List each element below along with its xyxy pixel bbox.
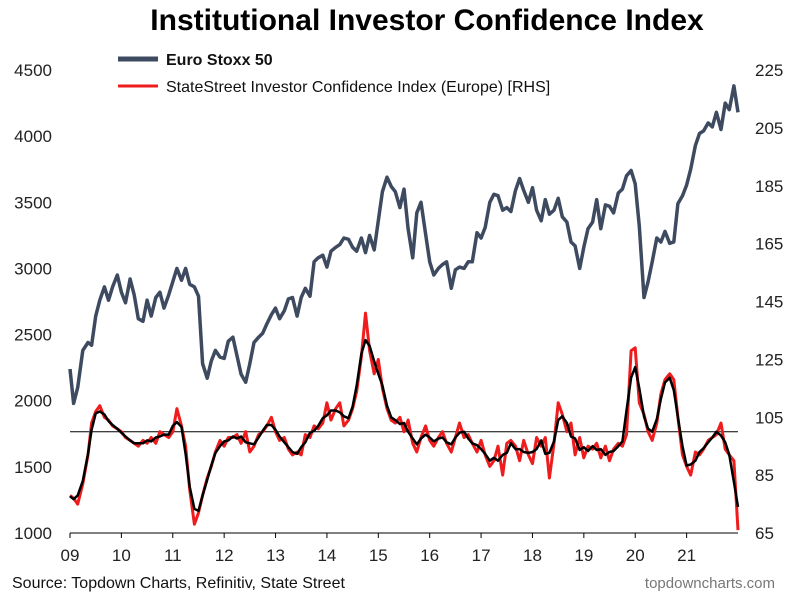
series-line-euro-stoxx-50 (68, 84, 740, 406)
y-right-tick-label: 65 (755, 524, 774, 543)
legend-label-euro-stoxx: Euro Stoxx 50 (166, 52, 273, 69)
y-left-tick-label: 2500 (14, 326, 52, 345)
x-tick-label: 19 (574, 546, 593, 565)
x-tick-label: 16 (420, 546, 439, 565)
y-right-tick-label: 205 (755, 119, 783, 138)
y-right-tick-label: 145 (755, 293, 783, 312)
series-line-statestreet-confidence (69, 311, 740, 531)
chart-title: Institutional Investor Confidence Index (150, 4, 704, 37)
x-tick-label: 12 (215, 546, 234, 565)
brand-watermark: topdowncharts.com (645, 575, 775, 592)
x-tick-label: 11 (164, 546, 182, 565)
x-tick-label: 17 (472, 546, 491, 565)
legend-label-statestreet: StateStreet Investor Confidence Index (E… (166, 79, 550, 96)
x-tick-label: 14 (317, 546, 336, 565)
x-tick-label: 15 (369, 546, 388, 565)
legend: Euro Stoxx 50 StateStreet Investor Confi… (118, 52, 550, 96)
y-axis-left: 1000 1500 2000 2500 3000 3500 4000 4500 (14, 61, 52, 543)
y-left-tick-label: 2000 (14, 392, 52, 411)
y-left-tick-label: 4500 (14, 61, 52, 80)
y-axis-right: 65 85 105 125 145 165 185 205 225 (755, 61, 783, 543)
y-left-tick-label: 4000 (14, 127, 52, 146)
y-right-tick-label: 225 (755, 61, 783, 80)
x-tick-label: 18 (523, 546, 542, 565)
series-line-statestreet-smoothed (69, 338, 740, 513)
y-right-tick-label: 105 (755, 408, 783, 427)
x-tick-label: 20 (626, 546, 645, 565)
y-left-tick-label: 1500 (14, 458, 52, 477)
y-left-tick-label: 1000 (14, 524, 52, 543)
x-tick-label: 21 (677, 546, 696, 565)
y-right-tick-label: 85 (755, 466, 774, 485)
x-axis: 09 10 11 12 13 14 15 16 17 18 19 20 21 (61, 532, 738, 565)
y-left-tick-label: 3000 (14, 259, 52, 278)
y-right-tick-label: 165 (755, 235, 783, 254)
source-note: Source: Topdown Charts, Refinitiv, State… (12, 575, 345, 592)
x-tick-label: 10 (112, 546, 131, 565)
y-left-tick-label: 3500 (14, 193, 52, 212)
x-tick-label: 13 (266, 546, 285, 565)
y-right-tick-label: 125 (755, 350, 783, 369)
x-tick-label: 09 (61, 546, 80, 565)
y-right-tick-label: 185 (755, 177, 783, 196)
